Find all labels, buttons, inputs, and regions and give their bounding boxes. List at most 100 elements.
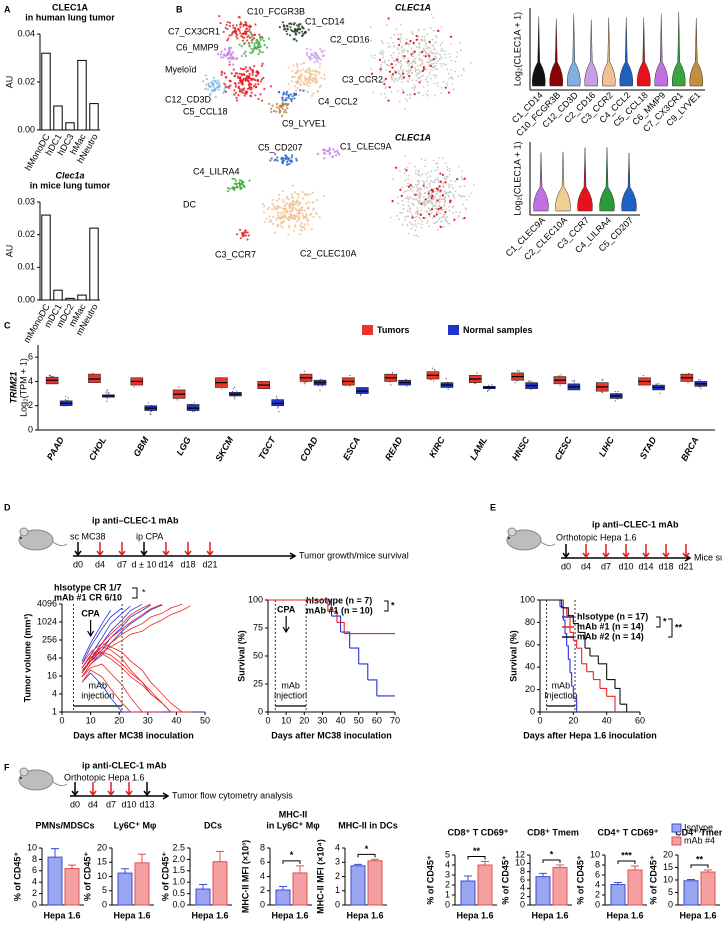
cluster-label: C4_CCL2 <box>318 96 358 106</box>
bar <box>41 52 51 131</box>
expressing-cell <box>432 190 435 193</box>
mouse-eye <box>20 777 22 779</box>
cell-dot <box>415 186 418 188</box>
cell-dot <box>385 85 387 88</box>
expressing-cell <box>428 54 431 58</box>
cell-dot <box>276 214 280 217</box>
cell-dot <box>318 72 321 75</box>
cell-dot <box>220 70 224 73</box>
y-tick-label: 6 <box>520 874 525 884</box>
cell-dot <box>454 70 456 73</box>
sample-dot <box>560 374 562 376</box>
cell-dot <box>228 56 232 59</box>
cell-dot <box>414 86 417 89</box>
cell-dot <box>311 191 314 194</box>
legend-label: Tumors <box>377 325 409 335</box>
cell-dot <box>266 207 269 211</box>
cell-dot <box>239 77 242 80</box>
expressing-cell <box>407 60 410 63</box>
cell-dot <box>469 61 472 64</box>
box <box>356 387 369 394</box>
cell-dot <box>389 216 392 219</box>
cell-dot <box>440 86 443 89</box>
cell-dot <box>323 73 326 77</box>
expressing-cell <box>448 201 452 204</box>
cell-dot <box>282 28 286 31</box>
cell-dot <box>432 29 435 32</box>
cell-dot <box>458 211 461 214</box>
cell-dot <box>238 181 241 184</box>
cell-dot <box>408 44 411 46</box>
cell-dot <box>281 114 284 117</box>
expressing-cell <box>387 99 390 102</box>
day-label: d0 <box>73 559 83 569</box>
cell-dot <box>407 69 410 72</box>
cell-dot <box>399 76 402 78</box>
expressing-cell <box>398 43 401 47</box>
bar <box>460 880 476 906</box>
cell-dot <box>426 201 429 204</box>
x-tick-label: 50 <box>200 715 210 725</box>
cell-dot <box>391 57 394 59</box>
cell-dot <box>213 87 216 90</box>
cell-dot <box>243 41 247 45</box>
cell-dot <box>318 47 322 50</box>
cell-dot <box>294 224 297 227</box>
cell-dot <box>428 183 431 186</box>
cell-dot <box>243 94 246 97</box>
chart-title: MHC-II in DCs <box>338 820 398 830</box>
cell-dot <box>442 225 445 228</box>
cell-dot <box>419 39 422 41</box>
cell-dot <box>380 66 382 68</box>
cell-dot <box>437 213 440 215</box>
cell-dot <box>233 186 237 189</box>
cell-dot <box>237 94 240 97</box>
cell-dot <box>282 157 285 160</box>
expressing-cell <box>430 208 434 211</box>
cell-dot <box>417 29 420 32</box>
cell-dot <box>403 56 406 59</box>
cell-dot <box>436 176 439 179</box>
expressing-cell <box>428 40 431 43</box>
cell-dot <box>222 56 225 59</box>
expressing-cell <box>463 216 466 220</box>
cell-dot <box>434 65 437 67</box>
cell-dot <box>433 42 436 44</box>
injection-arrow <box>125 782 133 797</box>
cell-dot <box>462 67 465 70</box>
expressing-cell <box>410 53 413 56</box>
start-label: Orthotopic Hepa 1.6 <box>64 772 145 782</box>
bar <box>64 868 80 906</box>
injection-label: injection <box>274 690 307 700</box>
y-tick-label: 16 <box>47 670 57 680</box>
cell-dot <box>448 72 450 75</box>
cell-dot <box>448 167 451 170</box>
cell-dot <box>311 201 315 204</box>
cell-dot <box>246 87 250 90</box>
day-label: d21 <box>678 561 693 571</box>
legend-label: mAb #2 (n = 14) <box>577 631 644 641</box>
cell-dot <box>241 68 244 71</box>
cell-dot <box>251 71 254 74</box>
cell-dot <box>304 31 308 34</box>
error-bar <box>138 853 146 863</box>
significance-bracket <box>617 860 636 864</box>
y-axis-label: % of CD45⁺ <box>82 852 92 902</box>
cluster-label: C10_FCGR3B <box>247 6 305 16</box>
cell-dot <box>257 46 260 49</box>
survival-step <box>576 647 583 664</box>
sample-dot <box>474 383 476 385</box>
cell-dot <box>316 57 320 61</box>
cell-dot <box>293 97 296 100</box>
cell-dot <box>301 206 304 209</box>
cell-dot <box>236 186 239 189</box>
x-tick-label: 40 <box>171 715 181 725</box>
sample-dot <box>64 399 67 401</box>
cell-dot <box>450 69 453 71</box>
sample-dot <box>447 388 449 390</box>
cell-dot <box>294 85 297 88</box>
cell-dot <box>440 220 443 223</box>
cell-dot <box>247 29 250 33</box>
survival-step <box>327 610 338 623</box>
cell-dot <box>433 195 436 198</box>
